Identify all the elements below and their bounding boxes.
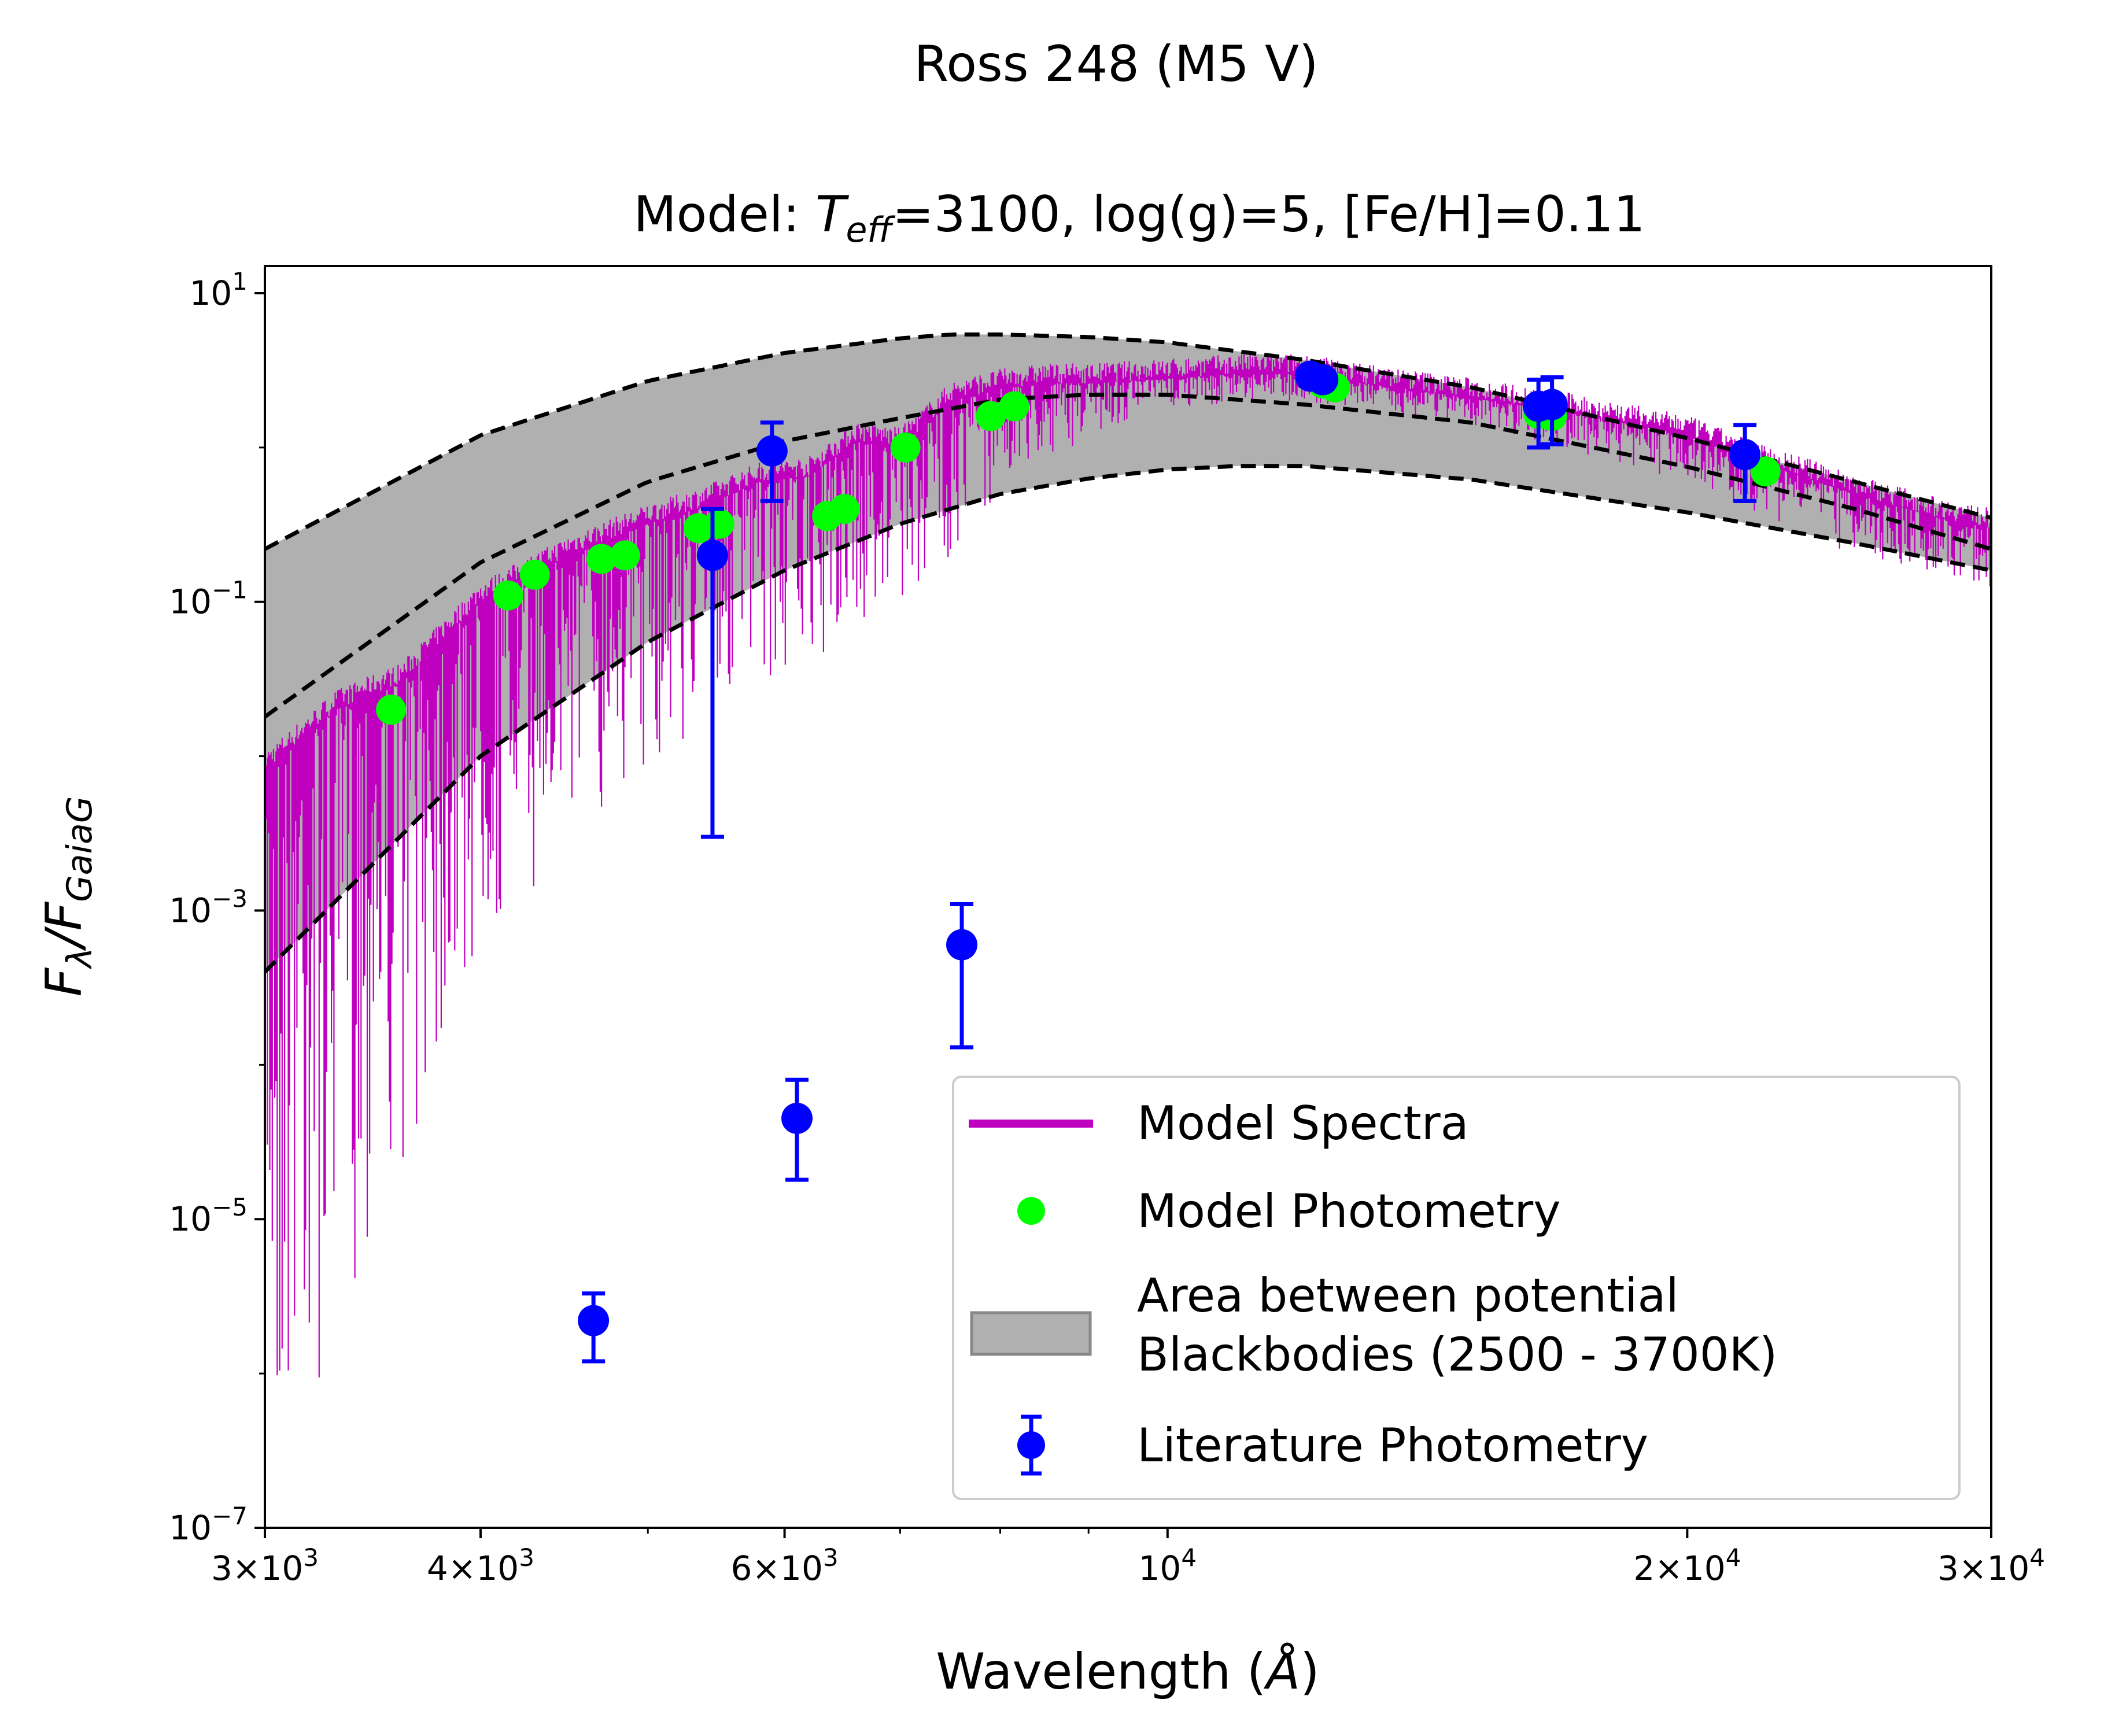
x-tick-label: 6×103 bbox=[731, 1543, 839, 1588]
y-tick-exponent: −3 bbox=[212, 884, 248, 913]
legend-frame bbox=[952, 1076, 1961, 1500]
legend-model-photometry-label: Model Photometry bbox=[1137, 1184, 1561, 1238]
x-tick-exponent: 3 bbox=[303, 1543, 319, 1572]
literature-photometry-point bbox=[578, 1291, 610, 1364]
x-tick-label: 3×104 bbox=[1937, 1543, 2045, 1588]
axes-frame bbox=[264, 265, 1992, 1529]
legend-model-spectra-label: Model Spectra bbox=[1137, 1096, 1469, 1150]
y-tick-label: 10−3 bbox=[169, 884, 248, 930]
legend: Model Spectra Model Photometry Area betw… bbox=[952, 1076, 1961, 1500]
x-tick-mantissa: 6×10 bbox=[731, 1549, 823, 1588]
blackbody-area bbox=[265, 334, 1991, 972]
blackbody-curves bbox=[265, 332, 1991, 974]
literature-photometry-marker bbox=[578, 1305, 610, 1336]
y-axis-label-sub2: GaiaG bbox=[60, 796, 100, 902]
literature-photometry-marker bbox=[781, 1102, 813, 1134]
x-tick-mantissa: 3×10 bbox=[211, 1549, 303, 1588]
axes-title-sub: eff bbox=[846, 210, 896, 250]
model-photometry-point bbox=[610, 540, 640, 571]
literature-photometry-marker bbox=[1307, 364, 1339, 396]
literature-photometry-marker bbox=[1536, 389, 1568, 420]
x-axis-label: Wavelength (Å) bbox=[936, 1642, 1319, 1701]
legend-blackbody-area-swatch bbox=[970, 1311, 1092, 1356]
model-photometry-point bbox=[1750, 456, 1781, 487]
model-photometry-point bbox=[493, 580, 523, 611]
model-photometry-point bbox=[519, 559, 550, 590]
x-tick-exponent: 4 bbox=[1726, 1543, 1741, 1572]
x-axis: 3×103 4×103 6×103 104 2×104 3×104 bbox=[211, 1528, 2045, 1588]
legend-literature-photometry-swatch bbox=[1017, 1414, 1045, 1476]
literature-photometry-marker bbox=[1729, 439, 1761, 471]
y-tick-base: 10 bbox=[169, 1199, 212, 1239]
y-tick-base: 10 bbox=[189, 274, 232, 313]
x-axis-label-prefix: Wavelength ( bbox=[936, 1643, 1266, 1701]
y-axis-label: Fλ/FGaiaG bbox=[35, 796, 100, 997]
y-tick-base: 10 bbox=[169, 582, 212, 622]
model-photometry-point bbox=[376, 695, 407, 725]
y-axis-label-mid: /F bbox=[35, 901, 93, 951]
y-tick-base: 10 bbox=[169, 1508, 212, 1547]
legend-model-photometry-swatch bbox=[1017, 1197, 1045, 1225]
y-tick-label: 10−7 bbox=[169, 1502, 248, 1547]
legend-literature-photometry-label: Literature Photometry bbox=[1137, 1419, 1648, 1472]
literature-photometry-point bbox=[756, 420, 788, 503]
x-tick-mantissa: 3×10 bbox=[1937, 1549, 2029, 1588]
axes-title-suffix: =3100, log(g)=5, [Fe/H]=0.11 bbox=[892, 186, 1645, 243]
model-photometry-point bbox=[999, 391, 1029, 422]
y-tick-label: 10−1 bbox=[169, 576, 248, 622]
x-tick-label: 2×104 bbox=[1633, 1543, 1741, 1588]
y-axis-label-sub1: λ bbox=[60, 947, 100, 970]
x-tick-mantissa: 10 bbox=[1139, 1549, 1182, 1588]
axes-title-t: T bbox=[815, 186, 850, 243]
model-photometry-point bbox=[829, 494, 860, 525]
x-tick-mantissa: 2×10 bbox=[1633, 1549, 1725, 1588]
blackbody-curve-3700K bbox=[265, 332, 1991, 551]
y-tick-exponent: −1 bbox=[212, 576, 248, 604]
x-tick-label: 4×103 bbox=[427, 1543, 534, 1588]
model-photometry-point bbox=[976, 401, 1006, 431]
y-tick-exponent: −7 bbox=[212, 1502, 248, 1530]
model-photometry-point bbox=[890, 432, 921, 463]
y-tick-label: 10−5 bbox=[169, 1193, 248, 1239]
literature-photometry-point bbox=[781, 1077, 813, 1182]
axes-title: Model: Teff=3100, log(g)=5, [Fe/H]=0.11 bbox=[633, 186, 1645, 250]
blackbody-curve-2500K bbox=[265, 464, 1991, 974]
legend-blackbody-area-label-line1: Area between potential bbox=[1137, 1269, 1679, 1323]
x-tick-exponent: 4 bbox=[2029, 1543, 2045, 1572]
plot-area bbox=[265, 332, 1991, 1377]
axes-title-prefix: Model: bbox=[633, 186, 815, 243]
literature-photometry-marker bbox=[696, 540, 728, 571]
y-tick-exponent: −5 bbox=[212, 1193, 248, 1221]
x-tick-mantissa: 4×10 bbox=[427, 1549, 519, 1588]
literature-photometry-point bbox=[1536, 375, 1568, 446]
literature-photometry-points bbox=[578, 360, 1761, 1364]
y-tick-label: 101 bbox=[189, 267, 248, 313]
x-tick-exponent: 3 bbox=[823, 1543, 839, 1572]
literature-photometry-point bbox=[1307, 364, 1339, 396]
literature-photometry-marker bbox=[756, 435, 788, 467]
literature-photometry-point bbox=[946, 902, 977, 1050]
literature-photometry-point bbox=[1729, 423, 1761, 503]
literature-photometry-marker bbox=[946, 929, 977, 961]
x-axis-label-suffix: ) bbox=[1300, 1643, 1320, 1701]
x-tick-label: 3×103 bbox=[211, 1543, 319, 1588]
literature-photometry-point bbox=[696, 507, 728, 839]
y-tick-base: 10 bbox=[169, 891, 212, 930]
x-tick-exponent: 4 bbox=[1181, 1543, 1197, 1572]
x-tick-label: 104 bbox=[1139, 1543, 1197, 1588]
model-photometry-point bbox=[586, 544, 617, 574]
x-tick-exponent: 3 bbox=[519, 1543, 534, 1572]
legend-blackbody-area-label-line2: Blackbodies (2500 - 3700K) bbox=[1137, 1328, 1777, 1382]
y-axis-label-main: F bbox=[35, 967, 93, 996]
model-photometry-point bbox=[704, 508, 734, 539]
x-axis-label-unit: Å bbox=[1263, 1642, 1300, 1701]
y-tick-exponent: 1 bbox=[232, 267, 248, 296]
figure-suptitle: Ross 248 (M5 V) bbox=[914, 35, 1318, 93]
